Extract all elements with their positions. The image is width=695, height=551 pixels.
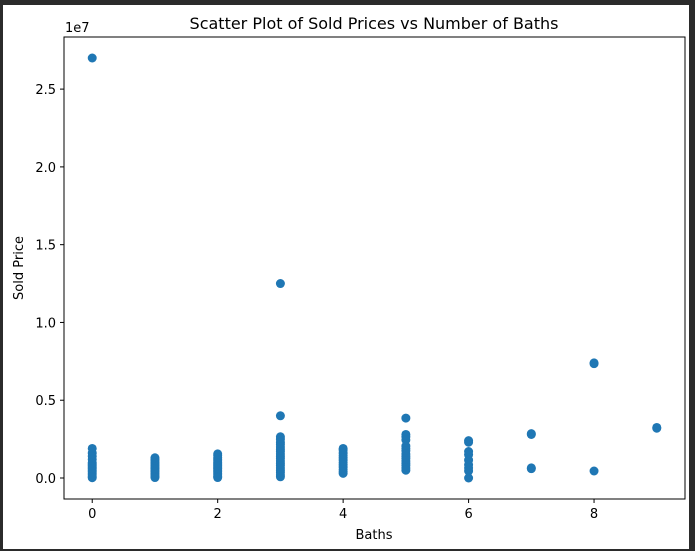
- scatter-point: [526, 429, 536, 439]
- scatter-point: [589, 466, 599, 476]
- scatter-point: [401, 413, 411, 423]
- plot-area-frame: [63, 36, 686, 500]
- y-tick-label: 0.0: [35, 472, 56, 487]
- x-tick-label: 4: [339, 507, 347, 522]
- y-axis-label: Sold Price: [12, 236, 27, 300]
- scatter-point: [87, 53, 97, 63]
- scatter-points: [87, 53, 662, 483]
- scatter-point: [464, 466, 474, 476]
- y-tick-label: 2.5: [35, 83, 56, 98]
- scatter-point: [652, 423, 662, 433]
- scatter-point: [213, 473, 223, 483]
- y-offset-label: 1e7: [65, 21, 90, 36]
- scatter-point: [275, 472, 285, 482]
- y-tick-label: 1.5: [35, 239, 56, 254]
- scatter-point: [87, 473, 97, 483]
- chart-title: Scatter Plot of Sold Prices vs Number of…: [190, 14, 559, 33]
- y-tick-label: 2.0: [35, 161, 56, 176]
- scatter-point: [464, 437, 474, 447]
- y-axis-ticks: 0.0 0.5 1.0 1.5 2.0 2.5: [35, 83, 64, 487]
- scatter-point: [589, 359, 599, 369]
- scatter-point: [275, 411, 285, 421]
- y-tick-label: 0.5: [35, 394, 56, 409]
- x-tick-label: 6: [464, 507, 472, 522]
- scatter-point: [401, 435, 411, 445]
- x-axis-label: Baths: [356, 528, 393, 543]
- x-axis-ticks: 0 2 4 6 8: [88, 499, 598, 522]
- x-tick-label: 2: [214, 507, 222, 522]
- scatter-point: [401, 465, 411, 475]
- scatter-point: [526, 464, 536, 474]
- y-tick-label: 1.0: [35, 316, 56, 331]
- scatter-point: [464, 473, 474, 483]
- scatter-point: [150, 473, 160, 483]
- x-tick-label: 0: [88, 507, 96, 522]
- x-tick-label: 8: [590, 507, 598, 522]
- scatter-point: [275, 279, 285, 289]
- scatter-point: [338, 468, 348, 478]
